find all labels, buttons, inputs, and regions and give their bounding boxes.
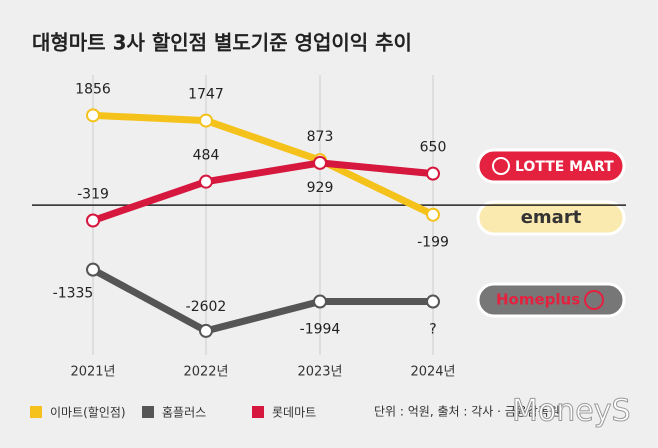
logo-lotte: LOTTE MART [476,148,626,184]
logo-homeplus: Homeplus [476,282,626,318]
value-label: 873 [307,129,334,145]
point [426,294,440,309]
point [426,166,440,181]
source-note: 단위 : 억원, 출처 : 각사 · 금융감독원 [374,405,560,419]
x-tick-label: 2021년 [70,365,115,380]
watermark: MoneyS [512,394,631,429]
point [199,113,213,128]
x-tick-label: 2024년 [410,365,455,380]
value-label: 1747 [188,87,224,103]
point [86,108,100,123]
series-line [91,266,433,335]
point [313,155,327,170]
point [426,207,440,222]
logo-text: LOTTE MART [515,159,614,175]
series-line [92,111,435,218]
x-tick-label: 2023년 [297,365,342,380]
legend-label: 홈플러스 [162,406,206,420]
value-label: 484 [193,148,220,164]
value-label: 1856 [75,81,111,97]
point [199,323,213,338]
logo-text: emart [521,207,582,228]
value-label: -2602 [186,299,227,315]
legend-swatch [252,406,264,418]
x-tick-label: 2022년 [183,365,228,380]
logo-emart: emart [476,200,626,236]
legend-swatch [30,406,42,418]
value-label: -1335 [53,286,94,302]
legend-swatch [142,406,154,418]
legend-label: 이마트(할인점) [50,406,126,420]
value-label: -1994 [300,322,341,338]
value-label: 650 [420,140,447,156]
chart-title: 대형마트 3사 할인점 별도기준 영업이익 추이 [32,31,412,55]
point [199,174,213,189]
value-label: ? [429,322,436,338]
value-label: -199 [417,235,449,251]
logo-text: Homeplus [496,291,580,309]
value-label: -319 [77,187,109,203]
point [86,262,100,277]
legend-label: 롯데마트 [272,406,316,420]
value-label: 929 [307,180,334,196]
series-line [91,159,434,224]
point [313,294,327,309]
point [86,213,100,228]
